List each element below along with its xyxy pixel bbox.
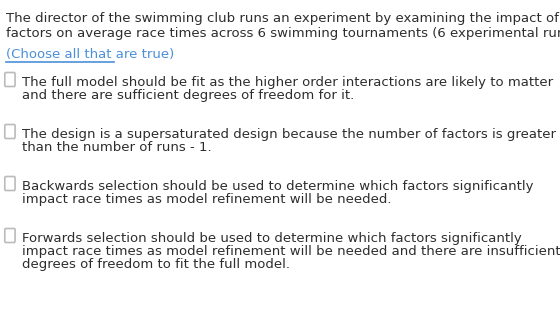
FancyBboxPatch shape — [5, 73, 15, 86]
Text: (Choose all that are true): (Choose all that are true) — [6, 48, 174, 61]
Text: impact race times as model refinement will be needed and there are insufficient: impact race times as model refinement wi… — [22, 245, 560, 258]
Text: Backwards selection should be used to determine which factors significantly: Backwards selection should be used to de… — [22, 180, 534, 193]
Text: Forwards selection should be used to determine which factors significantly: Forwards selection should be used to det… — [22, 232, 522, 245]
Text: than the number of runs - 1.: than the number of runs - 1. — [22, 141, 212, 154]
FancyBboxPatch shape — [5, 124, 15, 139]
Text: The full model should be fit as the higher order interactions are likely to matt: The full model should be fit as the high… — [22, 76, 553, 89]
Text: degrees of freedom to fit the full model.: degrees of freedom to fit the full model… — [22, 258, 290, 271]
FancyBboxPatch shape — [5, 228, 15, 243]
Text: The design is a supersaturated design because the number of factors is greater: The design is a supersaturated design be… — [22, 128, 556, 141]
Text: The director of the swimming club runs an experiment by examining the impact of : The director of the swimming club runs a… — [6, 12, 560, 40]
Text: impact race times as model refinement will be needed.: impact race times as model refinement wi… — [22, 193, 391, 206]
Text: and there are sufficient degrees of freedom for it.: and there are sufficient degrees of free… — [22, 89, 354, 102]
FancyBboxPatch shape — [5, 177, 15, 190]
